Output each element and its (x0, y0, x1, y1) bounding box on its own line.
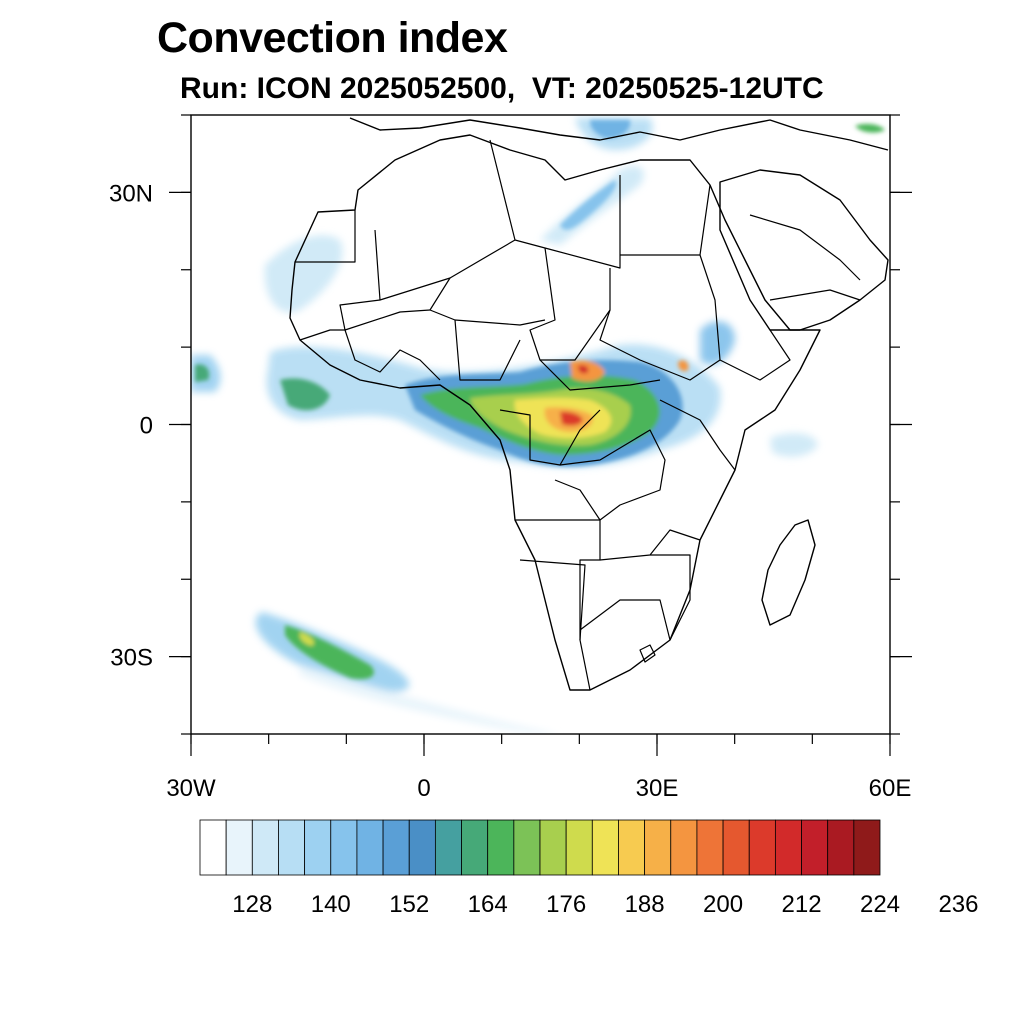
colorbar: 128 140 152 164 176 188 200 212 224 236 (199, 819, 978, 918)
field-ethiopia-orange (678, 360, 689, 372)
border-mali (339, 299, 431, 331)
border-east (659, 399, 736, 471)
border-zambia (599, 529, 701, 561)
colorbar-swatch (801, 819, 829, 876)
border-nigeria (454, 319, 521, 381)
colorbar-label: 224 (860, 891, 900, 918)
field-plume-blue (560, 180, 617, 230)
border-saudi (749, 214, 861, 281)
colorbar-swatch (722, 819, 750, 876)
colorbar-label: 152 (389, 891, 429, 918)
chart-subtitle: Run: ICON 2025052500, VT: 20250525-12UTC (180, 72, 824, 105)
colorbar-swatch (461, 819, 489, 876)
colorbar-label: 176 (546, 891, 586, 918)
colorbar-swatch (696, 819, 724, 876)
field-med-blue (590, 120, 631, 139)
border-namibia (519, 559, 591, 691)
border-libya (514, 175, 621, 269)
field-mauritania-plume (264, 235, 343, 313)
field-indian-ocean (770, 433, 818, 457)
lat-tick-label: 30N (109, 180, 153, 207)
colorbar-label: 188 (625, 891, 665, 918)
border-yemen (769, 289, 861, 301)
colorbar-swatch (487, 819, 515, 876)
colorbar-swatch (408, 819, 436, 876)
colorbar-swatch (774, 819, 802, 876)
colorbar-label: 212 (782, 891, 822, 918)
coastline (289, 117, 889, 691)
field-ocean-green (195, 364, 210, 382)
border-southafrica (579, 599, 671, 641)
border-car (539, 359, 661, 391)
colorbar-swatch (827, 819, 855, 876)
chart-title: Convection index (157, 14, 508, 62)
colorbar-swatch (356, 819, 384, 876)
colorbar-swatch (199, 819, 227, 876)
colorbar-swatch (670, 819, 698, 876)
colorbar-swatch (618, 819, 646, 876)
border-congo (499, 409, 601, 466)
lon-tick-label: 0 (417, 775, 430, 802)
colorbar-label: 128 (232, 891, 272, 918)
colorbar-swatch (225, 819, 253, 876)
colorbar-swatch (330, 819, 358, 876)
map-ticks: 30N 0 30S 30W 0 30E 60E (109, 114, 912, 802)
madagascar-coastline (761, 519, 816, 626)
field-core-red (560, 411, 583, 426)
border-chad (529, 247, 611, 361)
field-west-green (280, 378, 330, 411)
europe-coastline (349, 117, 889, 151)
colorbar-swatch (591, 819, 619, 876)
colorbar-swatch (853, 819, 881, 876)
country-borders (295, 139, 861, 691)
border-mozambique (650, 554, 691, 641)
colorbar-label: 200 (703, 891, 743, 918)
arabia-coastline (719, 169, 889, 331)
colorbar-swatch (748, 819, 776, 876)
border-egypt (620, 184, 711, 256)
lat-tick-label: 30S (110, 645, 153, 672)
field-car-red (578, 365, 589, 374)
field-arabia-green (855, 123, 885, 133)
colorbar-swatch (251, 819, 279, 876)
lon-tick-label: 30W (166, 775, 216, 802)
border-algeria (374, 139, 516, 301)
colorbar-label: 236 (938, 891, 978, 918)
lat-tick-label: 0 (140, 413, 153, 440)
border-westafrica (299, 329, 441, 381)
border-sahara (295, 210, 356, 263)
colorbar-swatch (539, 819, 567, 876)
colorbar-swatch (382, 819, 410, 876)
convection-field (191, 118, 885, 734)
colorbar-swatch (565, 819, 593, 876)
field-ethiopia (700, 321, 735, 365)
border-lesotho (639, 644, 656, 663)
border-niger (429, 277, 546, 326)
colorbar-swatch (644, 819, 672, 876)
colorbar-label: 140 (311, 891, 351, 918)
colorbar-swatch (278, 819, 306, 876)
colorbar-label: 164 (468, 891, 508, 918)
lon-tick-label: 60E (869, 775, 912, 802)
field-south-yellow (299, 632, 315, 646)
colorbar-swatch (513, 819, 541, 876)
colorbar-swatch (434, 819, 462, 876)
border-sudan (599, 254, 721, 381)
colorbar-swatch (304, 819, 332, 876)
border-ethiopia (719, 329, 791, 381)
lon-tick-label: 30E (636, 775, 679, 802)
border-angola (515, 519, 601, 640)
border-drc (554, 429, 666, 521)
